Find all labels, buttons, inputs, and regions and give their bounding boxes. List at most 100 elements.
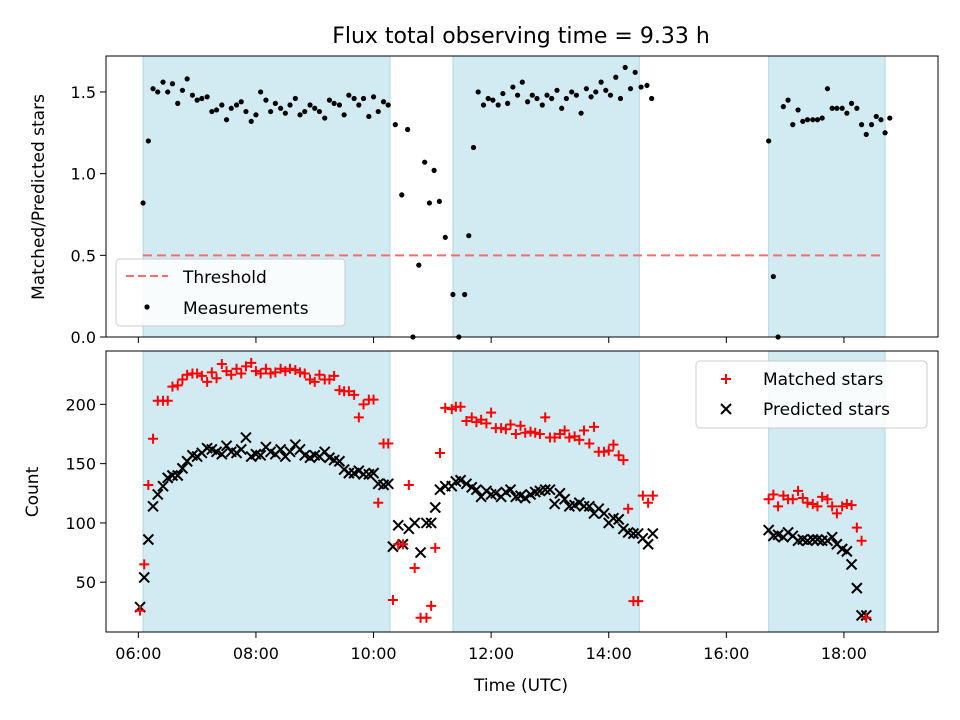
measurement-point bbox=[573, 92, 579, 98]
measurement-point bbox=[297, 112, 303, 118]
measurement-point bbox=[436, 198, 442, 205]
x-tick-label: 06:00 bbox=[115, 644, 161, 663]
measurement-point bbox=[844, 110, 850, 116]
matched-star-point bbox=[236, 368, 247, 379]
measurement-point bbox=[814, 117, 821, 123]
predicted-star-point bbox=[558, 493, 571, 505]
matched-star-point bbox=[773, 501, 784, 512]
measurement-point bbox=[607, 92, 614, 98]
matched-star-point bbox=[231, 363, 242, 374]
measurement-point bbox=[431, 167, 437, 173]
measurement-point bbox=[238, 99, 244, 105]
measurement-point bbox=[819, 115, 825, 121]
measurement-point bbox=[524, 99, 531, 105]
measurement-point bbox=[199, 95, 205, 102]
bottom-y-ticks: 50 100 150 200 bbox=[65, 395, 106, 592]
matched-star-point bbox=[162, 395, 173, 406]
matched-star-point bbox=[409, 562, 420, 573]
measurement-point bbox=[598, 79, 604, 85]
measurement-point bbox=[219, 102, 225, 108]
measurement-point bbox=[351, 95, 357, 102]
matched-legend-swatch bbox=[721, 374, 731, 384]
measurement-point bbox=[258, 89, 264, 95]
matched-star-point bbox=[603, 445, 614, 456]
measurement-point bbox=[834, 105, 840, 111]
y-tick-label: 100 bbox=[65, 514, 96, 533]
measurement-point bbox=[603, 87, 609, 93]
matched-star-point bbox=[383, 438, 394, 449]
matched-star-point bbox=[196, 370, 207, 381]
matched-star-point bbox=[353, 412, 364, 423]
predicted-star-point bbox=[138, 571, 150, 584]
matched-star-point bbox=[455, 401, 466, 412]
predicted-star-point bbox=[504, 484, 517, 496]
measurement-point bbox=[204, 94, 210, 100]
measurement-point bbox=[399, 192, 405, 198]
measurement-point bbox=[405, 126, 411, 133]
bottom-axes-frame bbox=[105, 350, 939, 633]
observing-window bbox=[768, 55, 886, 338]
matched-star-point bbox=[613, 450, 624, 461]
matched-star-point bbox=[358, 399, 369, 410]
predicted-star-point bbox=[157, 480, 169, 492]
measurement-point bbox=[213, 107, 220, 113]
predicted-star-point bbox=[147, 500, 159, 513]
ratio-panel: 0.0 0.5 1.0 1.5 Matched/Predicted stars Thr… bbox=[29, 55, 939, 347]
measurement-point bbox=[470, 144, 477, 151]
matched-star-point bbox=[486, 407, 497, 418]
measurements-legend-swatch bbox=[144, 304, 150, 310]
measurement-point bbox=[145, 138, 151, 144]
measurement-point bbox=[490, 97, 496, 103]
y-tick-label: 150 bbox=[65, 455, 96, 474]
predicted-star-point bbox=[845, 558, 858, 571]
predicted-star-point bbox=[142, 533, 155, 546]
matched-star-point bbox=[637, 490, 648, 501]
matched-star-point bbox=[856, 535, 867, 546]
measurement-point bbox=[485, 95, 491, 102]
measurement-point bbox=[644, 82, 650, 89]
measurement-point bbox=[578, 110, 584, 116]
x-axis-label: Time (UTC) bbox=[473, 676, 568, 696]
y-tick-label: 0.0 bbox=[71, 328, 96, 347]
matched-star-point bbox=[618, 455, 629, 466]
measurement-point bbox=[287, 102, 293, 108]
measurement-point bbox=[331, 100, 337, 106]
predicted-star-point bbox=[613, 513, 625, 526]
predicted-star-point bbox=[851, 582, 863, 594]
predicted-star-point bbox=[470, 484, 483, 496]
matched-star-point bbox=[260, 363, 271, 374]
predicted-star-point bbox=[176, 462, 189, 475]
measurement-point bbox=[795, 107, 801, 113]
y-tick-label: 0.5 bbox=[71, 246, 96, 265]
measurement-point bbox=[253, 112, 259, 118]
top-y-axis-label: Matched/Predicted stars bbox=[29, 94, 49, 300]
measurement-point bbox=[189, 92, 196, 98]
measurement-point bbox=[184, 76, 190, 82]
matched-star-point bbox=[564, 432, 575, 443]
measurement-point bbox=[622, 64, 628, 71]
measurement-point bbox=[563, 95, 569, 102]
measurement-point bbox=[770, 273, 776, 280]
measurement-point bbox=[150, 86, 156, 92]
measurement-point bbox=[360, 95, 367, 102]
measurement-point bbox=[549, 95, 555, 102]
matched-star-point bbox=[299, 368, 310, 379]
top-y-ticks: 0.0 0.5 1.0 1.5 bbox=[71, 83, 106, 347]
matched-star-point bbox=[787, 494, 798, 505]
measurement-point bbox=[366, 113, 372, 120]
matched-star-point bbox=[633, 596, 644, 607]
measurement-point bbox=[385, 102, 391, 108]
measurement-point bbox=[272, 100, 278, 106]
x-tick-label: 12:00 bbox=[468, 644, 514, 663]
matched-star-point bbox=[827, 501, 838, 512]
predicted-star-point bbox=[627, 527, 640, 540]
matched-star-point bbox=[505, 419, 516, 430]
measurement-point bbox=[375, 108, 381, 115]
measurement-point bbox=[426, 200, 432, 206]
predicted-legend-swatch bbox=[720, 403, 732, 415]
matched-star-point bbox=[793, 485, 804, 496]
matched-star-point bbox=[817, 491, 828, 502]
predicted-star-point bbox=[216, 448, 228, 460]
predicted-star-point bbox=[382, 478, 394, 490]
predicted-star-point bbox=[460, 478, 473, 490]
